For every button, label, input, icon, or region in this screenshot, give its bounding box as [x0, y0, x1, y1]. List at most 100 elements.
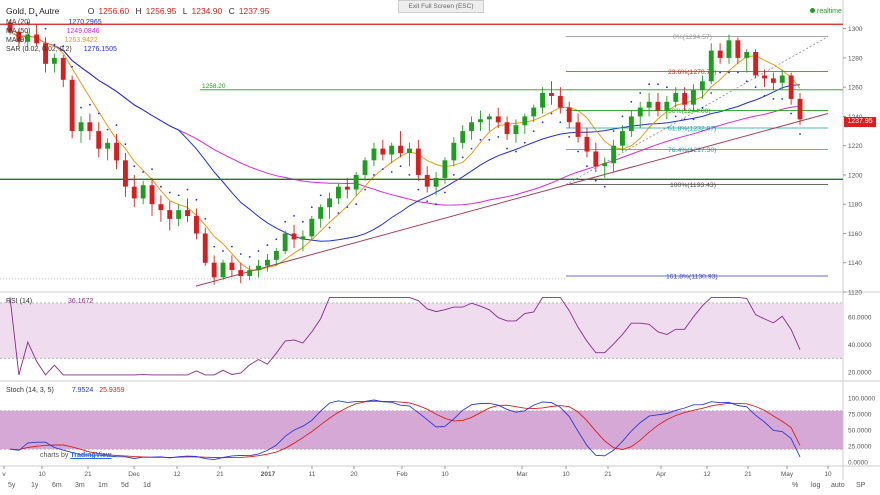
horizontal-levels [0, 23, 843, 181]
tradingview-branding[interactable]: charts by TradingView [40, 452, 111, 459]
candle-body [540, 93, 545, 108]
ma9-value: 1263.9422 [64, 37, 98, 44]
sar-dot [275, 238, 278, 241]
candle-body [256, 265, 261, 271]
time-tick-label: Apr [656, 471, 667, 478]
time-tick-label: Feb [396, 471, 408, 478]
candle-body [593, 151, 599, 167]
candle-body [424, 174, 430, 187]
timeframe-3m[interactable]: 3m [75, 482, 85, 489]
indicator-ma20[interactable]: MA (20) 1270.2965 [6, 19, 106, 26]
timeframe-1m[interactable]: 1m [98, 482, 108, 489]
sar-dot [328, 226, 331, 229]
auto-toggle[interactable]: auto [831, 482, 845, 489]
sar-dot [541, 121, 544, 124]
sp-toggle[interactable]: SP [856, 482, 866, 489]
grid-layer [0, 0, 880, 480]
ohlc-low: 1234.90 [191, 6, 223, 16]
sar-dot [373, 174, 375, 176]
sar-dot [666, 86, 668, 89]
candle-body [460, 131, 466, 143]
time-tick-label: Mar [516, 471, 528, 478]
candle-body [628, 116, 634, 131]
timeframe-6m[interactable]: 6m [52, 482, 62, 489]
sar-dot [781, 98, 784, 100]
price-tick-label: 1140 [848, 260, 862, 267]
symbol-title[interactable]: Gold, D, Autre [6, 6, 60, 16]
sar-dot [168, 191, 171, 194]
candle-body [43, 43, 48, 64]
sar-dot [381, 168, 384, 171]
percent-toggle[interactable]: % [792, 482, 799, 489]
candle-body [25, 34, 31, 42]
stoch-tick-label: 25.0000 [848, 444, 872, 451]
ma20-polyline [9, 31, 801, 242]
stoch-legend[interactable]: Stoch (14, 3, 5) 7.9524 25.9359 [6, 387, 129, 394]
sar-dot [657, 83, 659, 86]
sar-dot [177, 194, 180, 197]
candle-body [699, 81, 705, 91]
branding-prefix: charts by [40, 452, 69, 459]
timeframe-1d[interactable]: 1d [143, 482, 151, 489]
price-axis: 1120114011601180120012201240126012801300 [843, 26, 863, 297]
sar-dot [417, 188, 420, 191]
log-toggle[interactable]: log [811, 482, 821, 489]
price-tick-label: 1120 [848, 290, 862, 297]
candle-body [362, 160, 368, 175]
sar-dot [319, 194, 322, 197]
candle-body [229, 262, 235, 270]
sar-dot [97, 112, 100, 115]
sar-dot [62, 45, 65, 48]
candle-body [318, 207, 324, 219]
candle-body [69, 79, 75, 131]
stoch-tick-label: 50.0000 [848, 428, 872, 435]
candle-body [16, 31, 22, 42]
sar-dot [692, 118, 695, 121]
sar-dot [710, 92, 713, 94]
timeframe-1y[interactable]: 1y [31, 482, 39, 489]
sar-dot [160, 185, 162, 188]
candle-body [797, 98, 803, 120]
sar-dot [701, 106, 704, 109]
candle-body [291, 233, 297, 240]
candle-body [753, 52, 759, 76]
sar-dot [71, 65, 73, 68]
sar-dot [26, 21, 29, 24]
candle-body [762, 75, 767, 79]
rsi-legend[interactable]: RSI (14) 36.1672 [6, 298, 97, 305]
candle-body [682, 93, 688, 105]
price-tick-label: 1220 [848, 143, 863, 150]
sar-dot [515, 150, 517, 153]
sar-dot [586, 165, 588, 168]
realtime-dot-icon [810, 8, 815, 13]
candle-body [238, 270, 244, 276]
candle-body [513, 125, 519, 134]
sar-dot [355, 203, 358, 206]
candle-body [478, 119, 483, 123]
sar-dot [257, 250, 260, 252]
timeframe-5y[interactable]: 5y [8, 482, 16, 489]
sar-dot [106, 128, 109, 131]
candle-body [300, 236, 306, 240]
sar-dot [719, 71, 721, 74]
candle-body [202, 233, 208, 263]
indicator-ma9[interactable]: MA (9) 1263.9422 [6, 37, 102, 44]
candle-body [788, 75, 794, 99]
candle-body [531, 107, 537, 117]
stoch-tick-label: 75.0000 [848, 412, 872, 419]
sar-dot [532, 130, 535, 133]
candle-body [469, 122, 474, 132]
timeframe-5d[interactable]: 5d [121, 482, 129, 489]
exit-fullscreen-button[interactable]: Exit Full Screen (ESC) [398, 0, 484, 13]
indicator-sar[interactable]: SAR (0.02, 0.02, 0.2) 1276.1505 [6, 46, 121, 53]
candle-body [486, 116, 492, 120]
indicator-ma50[interactable]: MA (50) 1249.0846 [6, 28, 104, 35]
sar-dot [239, 253, 242, 255]
sar-dot [284, 220, 287, 223]
time-tick-label: 10 [824, 471, 832, 478]
candle-body [717, 50, 723, 58]
sar-dot [497, 136, 500, 138]
rsi-tick-label: 20.0000 [848, 370, 872, 377]
sar-dot [444, 191, 446, 194]
